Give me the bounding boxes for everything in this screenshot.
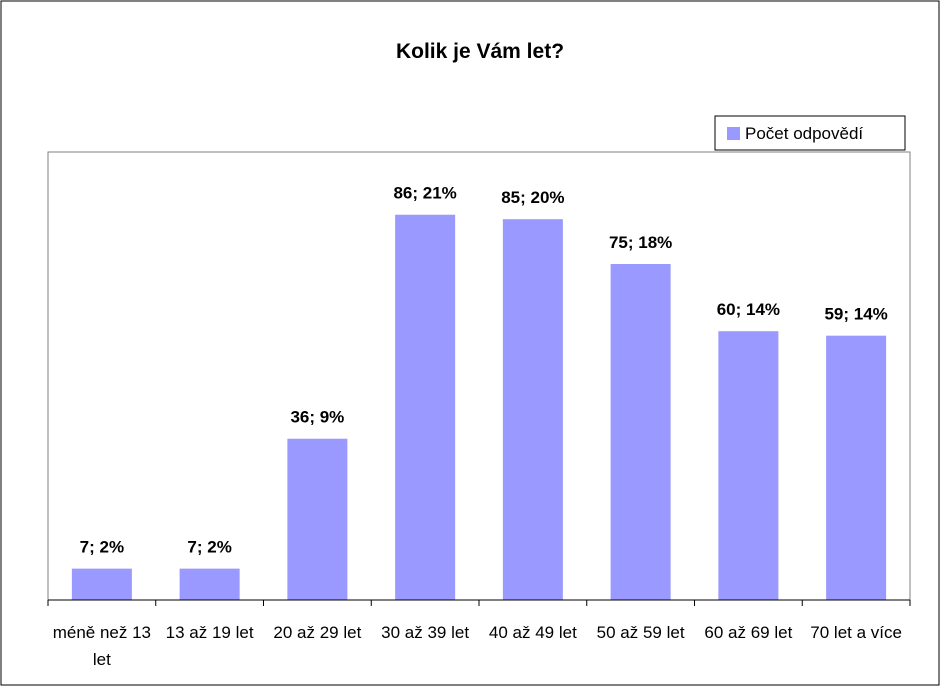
bar: [826, 335, 887, 600]
data-label: 59; 14%: [824, 305, 887, 324]
bar: [287, 438, 348, 600]
bar: [718, 331, 779, 600]
legend-box: [714, 115, 906, 151]
x-tick-label: 50 až 59 let: [596, 623, 685, 642]
bar: [395, 214, 456, 600]
plot-area: [47, 151, 911, 601]
data-label: 86; 21%: [393, 184, 456, 203]
bar: [71, 568, 132, 600]
data-label: 85; 20%: [501, 188, 564, 207]
bar: [179, 568, 240, 600]
data-label: 36; 9%: [290, 408, 344, 427]
bar: [502, 219, 563, 600]
bar: [610, 264, 671, 600]
x-tick-label: méně než 13 let: [52, 623, 152, 669]
x-tick-label: 20 až 29 let: [273, 623, 362, 642]
x-tick-label: 60 až 69 let: [704, 623, 793, 642]
chart-title: Kolik je Vám let?: [396, 40, 564, 63]
data-label: 7; 2%: [80, 538, 124, 557]
data-label: 75; 18%: [609, 233, 672, 252]
legend-swatch: [727, 127, 740, 140]
x-tick-label: 13 až 19 let: [165, 623, 254, 642]
legend-label: Počet odpovědí: [745, 124, 863, 143]
x-tick-label: 30 až 39 let: [381, 623, 470, 642]
x-tick-label: 70 let a více: [810, 623, 902, 642]
x-tick-label: 40 až 49 let: [488, 623, 577, 642]
data-label: 7; 2%: [187, 538, 231, 557]
data-label: 60; 14%: [717, 300, 780, 319]
